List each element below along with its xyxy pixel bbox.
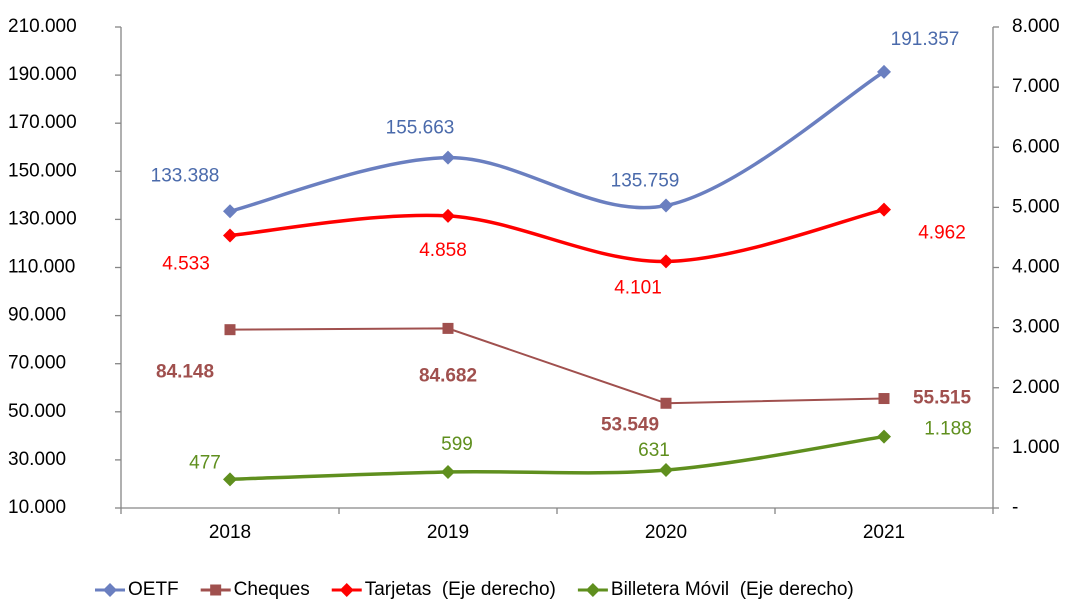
y-tick-label: 110.000 <box>8 257 75 278</box>
legend-label: Tarjetas (Eje derecho) <box>365 579 556 600</box>
series-line <box>229 434 885 482</box>
data-label: 135.759 <box>611 171 680 192</box>
data-point <box>878 393 890 405</box>
data-label: 4.101 <box>614 277 662 298</box>
data-point <box>877 64 891 79</box>
data-point <box>223 228 237 243</box>
y2-tick-label: 2.000 <box>1012 377 1060 398</box>
y2-tick-label: 6.000 <box>1012 136 1060 157</box>
data-point <box>441 208 455 223</box>
data-label: 477 <box>189 452 221 473</box>
data-point <box>441 150 455 165</box>
y2-tick-label: 3.000 <box>1012 317 1060 338</box>
data-label: 191.357 <box>891 29 960 50</box>
data-label: 84.148 <box>156 362 214 383</box>
data-point <box>660 397 672 409</box>
data-point <box>441 464 455 479</box>
data-point <box>877 202 891 217</box>
legend-marker <box>103 583 117 597</box>
legend-marker <box>585 583 600 597</box>
y-tick-label: 50.000 <box>8 401 66 422</box>
series-line <box>229 70 885 213</box>
y-tick-label: 130.000 <box>8 208 77 229</box>
series-line <box>229 327 885 405</box>
y-tick-label: 190.000 <box>8 64 77 85</box>
data-point <box>659 254 673 269</box>
legend-marker <box>339 583 354 597</box>
y-tick-label: 70.000 <box>8 353 66 374</box>
data-point <box>659 463 673 478</box>
x-tick-label: 2018 <box>209 522 251 543</box>
x-tick-label: 2019 <box>427 522 469 543</box>
data-point <box>223 204 237 219</box>
y2-tick-label: 5.000 <box>1012 196 1060 217</box>
y-tick-label: 10.000 <box>8 497 66 518</box>
data-label: 84.682 <box>419 365 477 386</box>
data-label: 4.858 <box>419 240 467 261</box>
x-tick-label: 2020 <box>645 522 687 543</box>
data-label: 55.515 <box>913 388 972 409</box>
data-point <box>442 322 454 334</box>
y2-tick-label: - <box>1012 497 1018 518</box>
y-tick-label: 150.000 <box>8 160 77 181</box>
legend-label: Cheques <box>234 579 310 600</box>
legend-label: OETF <box>128 579 179 600</box>
data-point <box>224 324 236 336</box>
data-label: 4.962 <box>918 223 966 244</box>
x-tick-label: 2021 <box>863 522 905 543</box>
y-tick-label: 170.000 <box>8 112 77 133</box>
data-label: 155.663 <box>386 118 455 139</box>
data-point <box>223 472 237 487</box>
data-label: 4.533 <box>162 253 210 274</box>
y-tick-label: 30.000 <box>8 449 66 470</box>
series-line <box>229 207 885 264</box>
data-label: 1.188 <box>924 419 972 440</box>
data-point <box>659 198 673 213</box>
data-point <box>877 429 891 444</box>
legend-marker <box>210 584 222 596</box>
y2-tick-label: 8.000 <box>1012 16 1060 37</box>
y2-tick-label: 1.000 <box>1012 437 1060 458</box>
y2-tick-label: 4.000 <box>1012 257 1060 278</box>
data-label: 53.549 <box>601 414 659 435</box>
data-label: 631 <box>638 440 670 461</box>
legend-label: Billetera Móvil (Eje derecho) <box>611 579 854 600</box>
data-label: 599 <box>441 434 473 455</box>
data-label: 133.388 <box>151 165 220 186</box>
y-tick-label: 90.000 <box>8 305 66 326</box>
y2-tick-label: 7.000 <box>1012 76 1060 97</box>
y-tick-label: 210.000 <box>8 16 77 37</box>
